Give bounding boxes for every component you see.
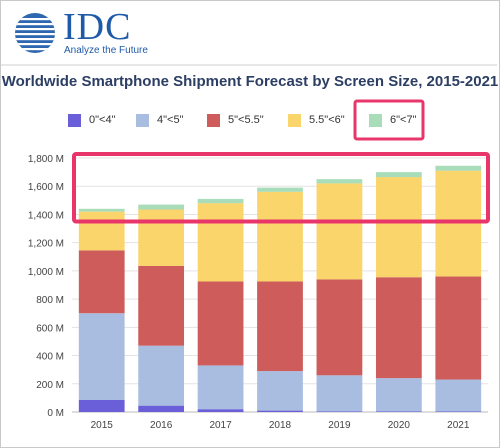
legend-item-1: 4"<5"	[136, 109, 183, 131]
legend-item-4: 6"<7"	[369, 109, 416, 131]
legend-swatch	[207, 113, 220, 127]
bar-segment	[197, 409, 244, 412]
legend-swatch	[136, 113, 149, 127]
x-tick-label: 2020	[388, 420, 411, 431]
bar-segment	[138, 265, 185, 346]
bar-segment	[257, 281, 303, 372]
bar-segment	[78, 208, 125, 212]
bar-segment	[375, 177, 422, 278]
chart-legend: 0"<4" 4"<5" 5"<5.5" 5.5"<6" 6"<7"	[0, 109, 500, 131]
y-tick-label: 1,600 M	[28, 182, 64, 193]
idc-logo-text: IDC	[63, 6, 132, 48]
highlight-box-range	[72, 152, 490, 224]
bar-segment	[257, 187, 303, 192]
bar-segment	[435, 170, 482, 277]
bar-segment	[197, 198, 244, 204]
idc-header: IDC Analyze the Future	[1, 1, 497, 63]
bar-segment	[197, 281, 244, 366]
bar-segment	[316, 411, 363, 412]
bar-segment	[316, 183, 363, 280]
x-tick-label: 2021	[447, 420, 470, 431]
bar-segment	[257, 410, 303, 412]
bar-segment	[78, 400, 125, 412]
y-tick-label: 0 M	[47, 408, 64, 419]
legend-label: 4"<5"	[157, 114, 184, 126]
x-axis-ticks: 2015 2016 2017 2018 2019 2020 2021	[91, 420, 470, 431]
y-tick-label: 1,200 M	[28, 239, 64, 250]
bar-segment	[138, 405, 185, 412]
bar-segment	[257, 371, 303, 411]
legend-item-0: 0"<4"	[68, 109, 115, 131]
bar-segment	[78, 313, 125, 401]
bar-segment	[375, 172, 422, 178]
bar-segment	[375, 378, 422, 412]
bar-segment	[435, 379, 482, 412]
idc-tagline: Analyze the Future	[64, 45, 148, 56]
highlights	[72, 99, 490, 224]
y-tick-label: 1,800 M	[28, 154, 64, 165]
x-tick-label: 2017	[209, 420, 232, 431]
bar-segment	[257, 191, 303, 282]
y-tick-label: 600 M	[36, 323, 64, 334]
bar-segment	[435, 165, 482, 171]
y-tick-label: 800 M	[36, 295, 64, 306]
bar-segment	[78, 250, 125, 314]
bar-segment	[435, 276, 482, 380]
legend-swatch	[68, 113, 81, 127]
idc-globe-icon	[15, 13, 55, 53]
legend-swatch	[369, 113, 382, 127]
legend-item-3: 5.5"<6"	[288, 109, 345, 131]
bar-segment	[375, 277, 422, 379]
bar-segment	[316, 179, 363, 184]
x-tick-label: 2016	[150, 420, 173, 431]
chart-title: Worldwide Smartphone Shipment Forecast b…	[1, 73, 499, 90]
legend-label: 5.5"<6"	[309, 114, 345, 126]
bar-segment	[138, 204, 185, 210]
legend-label: 6"<7"	[390, 114, 417, 126]
y-tick-label: 1,400 M	[28, 210, 64, 221]
legend-label: 0"<4"	[89, 114, 116, 126]
bar-segment	[138, 345, 185, 406]
bar-segment	[316, 375, 363, 412]
legend-item-2: 5"<5.5"	[207, 109, 264, 131]
bars	[78, 165, 482, 412]
bar-segment	[197, 365, 244, 410]
x-tick-label: 2018	[269, 420, 292, 431]
legend-swatch	[288, 113, 301, 127]
bar-segment	[197, 203, 244, 282]
bar-segment	[316, 279, 363, 376]
bar-segment	[138, 209, 185, 266]
y-tick-label: 200 M	[36, 380, 64, 391]
x-tick-label: 2015	[91, 420, 114, 431]
highlight-box-legend	[353, 99, 425, 141]
bar-segment	[435, 411, 482, 412]
y-tick-label: 1,000 M	[28, 267, 64, 278]
legend-label: 5"<5.5"	[228, 114, 264, 126]
y-tick-label: 400 M	[36, 352, 64, 363]
bar-segment	[78, 211, 125, 251]
bar-segment	[375, 411, 422, 412]
header-divider	[1, 64, 497, 66]
x-tick-label: 2019	[328, 420, 351, 431]
y-axis-ticks: 0 M 200 M 400 M 600 M 800 M 1,000 M 1,200 M 1,4…	[28, 154, 64, 419]
